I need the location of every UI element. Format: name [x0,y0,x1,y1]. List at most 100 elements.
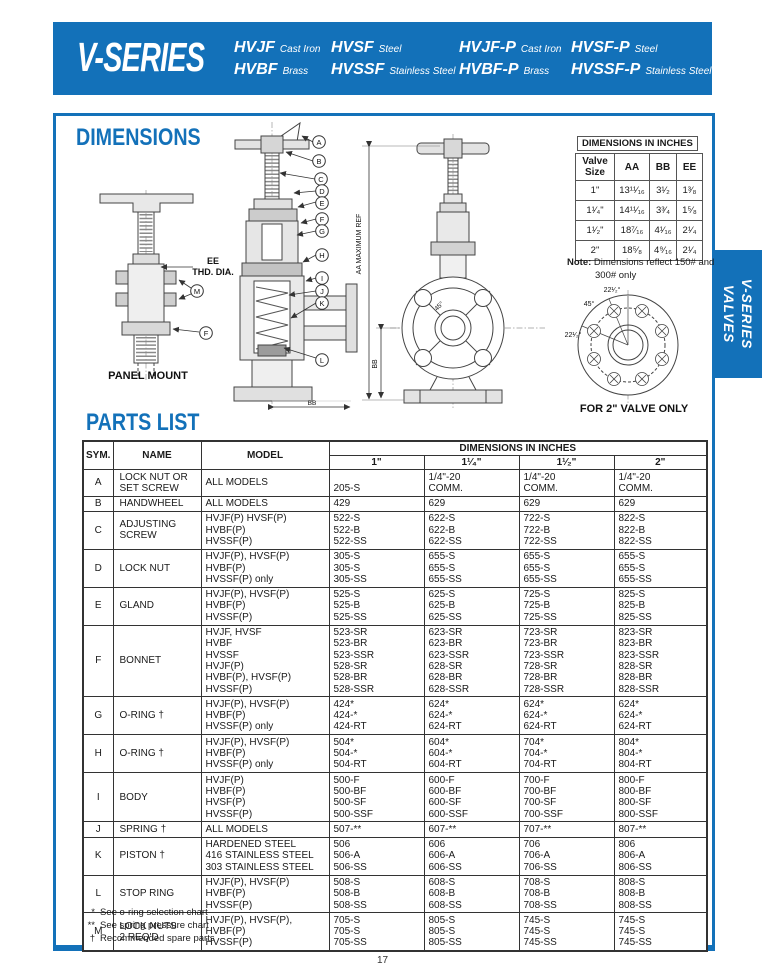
svg-text:F: F [320,215,325,224]
part-name: PISTON † [112,836,202,876]
parts-row-c: C ADJUSTING SCREW HVJF(P) HVSF(P) HVBF(P) … [82,510,708,550]
model-group-4: HVSF-P Steel HVSSF-P Stainless Steel [571,37,712,81]
parts-row-m: M LOCK NUTS 2 REQ'D HVJF(P), HVSF(P), HVBF… [82,912,708,952]
svg-text:BB: BB [372,359,379,369]
bb-bottom-dimension: BB [268,400,351,410]
svg-text:L: L [320,356,324,365]
model: ALL MODELS [200,469,330,497]
parts-row-l: L STOP RING HVJF(P), HVSF(P) HVBF(P) HVSSF… [82,874,708,914]
page-number: 17 [376,955,389,966]
svg-text:G: G [319,227,325,236]
part-name: O-RING † [112,734,202,774]
svg-text:I: I [321,274,323,283]
footnote-text: See o-ring selection chart [100,907,208,918]
aa-dimension: AA MAXIMUM REF [356,141,440,401]
parts-row-a: A LOCK NUT OR SET SCREW ALL MODELS 205-S 1/… [82,469,708,497]
part-no-1in: 523-SR 523-BR 523-SSR 528-SR 528-BR 528-… [328,624,425,698]
dims-col-bb: BB [649,153,677,181]
dims-row: 1¹⁄₄" 14¹¹⁄₁₆ 3³⁄₄ 1⁵⁄₈ [575,200,703,221]
svg-text:D: D [319,187,325,196]
part-no-1in: 429 [328,495,425,512]
part-no-2in: 804* 804-* 804-RT [613,734,708,774]
cross-section-callouts: A B C D E F G H I J K L [279,135,329,367]
ee-label: EE [207,256,219,266]
dims-row: 1¹⁄₂" 18⁷⁄₁₆ 4¹⁄₁₆ 2¹⁄₄ [575,220,703,241]
part-name: LOCK NUT OR SET SCREW [112,469,202,497]
svg-text:K: K [319,299,324,308]
model-material: Stainless Steel [389,66,456,77]
parts-row-h: H O-RING † HVJF(P), HVSF(P) HVBF(P) HVSSF(… [82,734,708,774]
series-banner: V-SERIES HVJF Cast Iron HVBF Brass HVSF Ste… [53,22,712,95]
model: ALL MODELS [200,495,330,512]
part-no-1-1-4in: 623-SR 623-BR 623-SSR 628-SR 628-BR 628-… [423,624,520,698]
valve-size: 2" [575,240,615,261]
bb-value: 3¹⁄₂ [649,180,677,201]
part-no-2in: 823-SR 823-BR 823-SSR 828-SR 828-BR 828-… [613,624,708,698]
model: HVJF(P), HVSF(P) HVBF(P) HVSSF(P) only [200,734,330,774]
flange-angle-top: 22¹⁄₂° [604,286,621,294]
footnote-symbol: ** [87,919,95,931]
part-name: BONNET [112,624,202,698]
svg-text:BB: BB [308,400,317,407]
sym-header: SYM. [82,440,114,470]
model: ALL MODELS [200,821,330,838]
part-no-1-1-2in: 704* 704-* 704-RT [518,734,615,774]
part-name: ADJUSTING SCREW [112,510,202,550]
footnote-oring: * See o-ring selection chart [79,907,215,920]
model-code: HVSF-P [571,39,630,56]
part-no-1-1-2in: 725-S 725-B 725-SS [518,586,615,626]
footnotes: * See o-ring selection chart ** See spring… [79,907,215,945]
part-no-1in: 522-S 522-B 522-SS [328,510,425,550]
part-no-1in: 506 506-A 506-SS [328,836,425,876]
model-code: HVBF-P [459,61,519,78]
part-no-1-1-4in: 655-S 655-S 655-SS [423,548,520,588]
sym: A [82,469,114,497]
model-code: HVSF [331,39,374,56]
model: HVJF, HVSF HVBF HVSSF HVJF(P) HVBF(P), H… [200,624,330,698]
model-material: Steel [634,44,658,55]
part-no-1in: 424* 424-* 424-RT [328,696,425,736]
dims-note: Note: Dimensions reflect 150# and 300# o… [567,257,719,282]
part-no-1-1-4in: 624* 624-* 624-RT [423,696,520,736]
parts-row-d: D LOCK NUT HVJF(P), HVSF(P) HVBF(P) HVSSF(… [82,548,708,588]
svg-text:H: H [319,251,324,260]
part-no-1-1-2in: 723-SR 723-BR 723-SSR 728-SR 728-BR 728-… [518,624,615,698]
dims-col-ee: EE [676,153,703,181]
panel-mount-drawing [99,190,194,380]
dims-header-row: Valve Size AA BB EE [575,153,703,181]
svg-text:C: C [318,175,324,184]
sym: F [82,624,114,698]
svg-text:E: E [319,199,324,208]
part-no-1in: 504* 504-* 504-RT [328,734,425,774]
model-material: Steel [378,44,402,55]
part-no-1-1-2in: 745-S 745-S 745-SS [518,912,615,952]
model-material: Cast Iron [520,44,562,55]
ee-value: 1⁵⁄₈ [676,200,703,221]
aa-value: 14¹¹⁄₁₆ [614,200,650,221]
part-no-2in: 745-S 745-S 745-SS [613,912,708,952]
ee-value: 2¹⁄₄ [676,220,703,241]
model-material: Stainless Steel [645,66,712,77]
model-group-3: HVJF-P Cast Iron HVBF-P Brass [459,37,561,81]
valve-size: 1¹⁄₄" [575,200,615,221]
parts-list-heading: PARTS LIST [86,409,200,436]
parts-table: SYM. NAME MODEL DIMENSIONS IN INCHES 1" … [82,440,708,953]
part-no-2in: 806 806-A 806-SS [613,836,708,876]
aa-value: 18⁵⁄₈ [614,240,650,261]
valve-size: 1" [575,180,615,201]
part-name: BODY [112,772,202,823]
part-name: LOCK NUTS 2 REQ'D [112,912,202,952]
part-name: STOP RING [112,874,202,914]
model-material: Cast Iron [279,44,321,55]
bb-dimension: BB [372,324,400,399]
dims-col-valve-size: Valve Size [575,153,615,181]
part-no-1-1-2in: 707-** [518,821,615,838]
part-no-1-1-4in: 604* 604-* 604-RT [423,734,520,774]
footnote-spares: † Recommended spare parts [79,933,215,946]
model: HARDENED STEEL 416 STAINLESS STEEL 303 S… [200,836,330,876]
model-code: HVJF [234,39,275,56]
size-header-1in: 1" [328,455,425,470]
part-name: SPRING † [112,821,202,838]
sym: I [82,772,114,823]
size-header-1-1-4in: 1¹⁄₄" [423,455,520,470]
